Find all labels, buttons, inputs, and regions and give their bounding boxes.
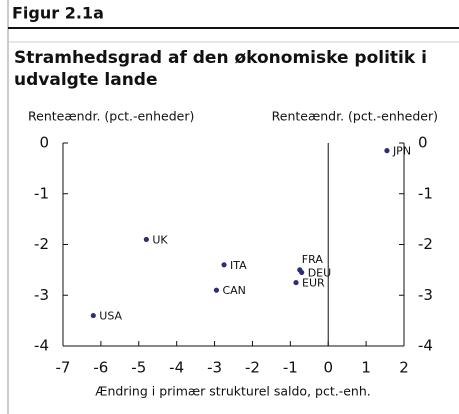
x-tick-label: 1: [361, 359, 371, 377]
x-tick-label: 2: [399, 359, 409, 377]
y2-tick-label: 0: [418, 134, 428, 152]
point: [384, 148, 390, 154]
x-tick-label: 0: [323, 359, 333, 377]
figure-label: Figur 2.1a: [12, 4, 104, 23]
point: [90, 312, 96, 319]
x-tick-label: -5: [131, 359, 146, 377]
y2-tick-label: -2: [418, 235, 433, 253]
y2-tick-label: -1: [418, 184, 433, 202]
x-axis-label: Ændring i primær strukturel saldo, pct.-…: [95, 384, 370, 399]
y-tick-label: 0: [39, 134, 49, 152]
point: [221, 262, 227, 268]
y-tick-label: -3: [34, 286, 49, 304]
point: [143, 236, 149, 243]
y2-tick-label: -4: [418, 337, 433, 355]
point-label: ITA: [230, 259, 247, 272]
y-axis-label: Renteændr. (pct.-enheder): [28, 109, 194, 124]
chart-title: Stramhedsgrad af den økonomiske politik …: [14, 48, 427, 68]
point: [299, 269, 305, 276]
point-label: UK: [152, 233, 168, 246]
x-tick-label: -7: [56, 359, 71, 377]
x-tick-label: -3: [207, 359, 222, 377]
x-tick-label: -4: [169, 359, 184, 377]
chart-title: udvalgte lande: [14, 70, 158, 90]
point-label: EUR: [302, 277, 325, 290]
point-label: DEU: [308, 266, 331, 279]
y-tick-label: -4: [34, 337, 49, 355]
x-tick-label: -2: [245, 359, 260, 377]
x-tick-label: -6: [93, 359, 108, 377]
y2-axis-label: Renteændr. (pct.-enheder): [272, 109, 438, 124]
y-tick-label: -2: [34, 235, 49, 253]
point-label: JPN: [392, 145, 411, 158]
point-label: CAN: [222, 284, 245, 297]
point: [293, 279, 299, 286]
x-tick-label: -1: [283, 359, 298, 377]
point-label: FRA: [302, 253, 324, 266]
y2-tick-label: -3: [418, 286, 433, 304]
point: [213, 287, 220, 293]
y-tick-label: -1: [34, 184, 49, 202]
point-label: USA: [99, 310, 122, 323]
